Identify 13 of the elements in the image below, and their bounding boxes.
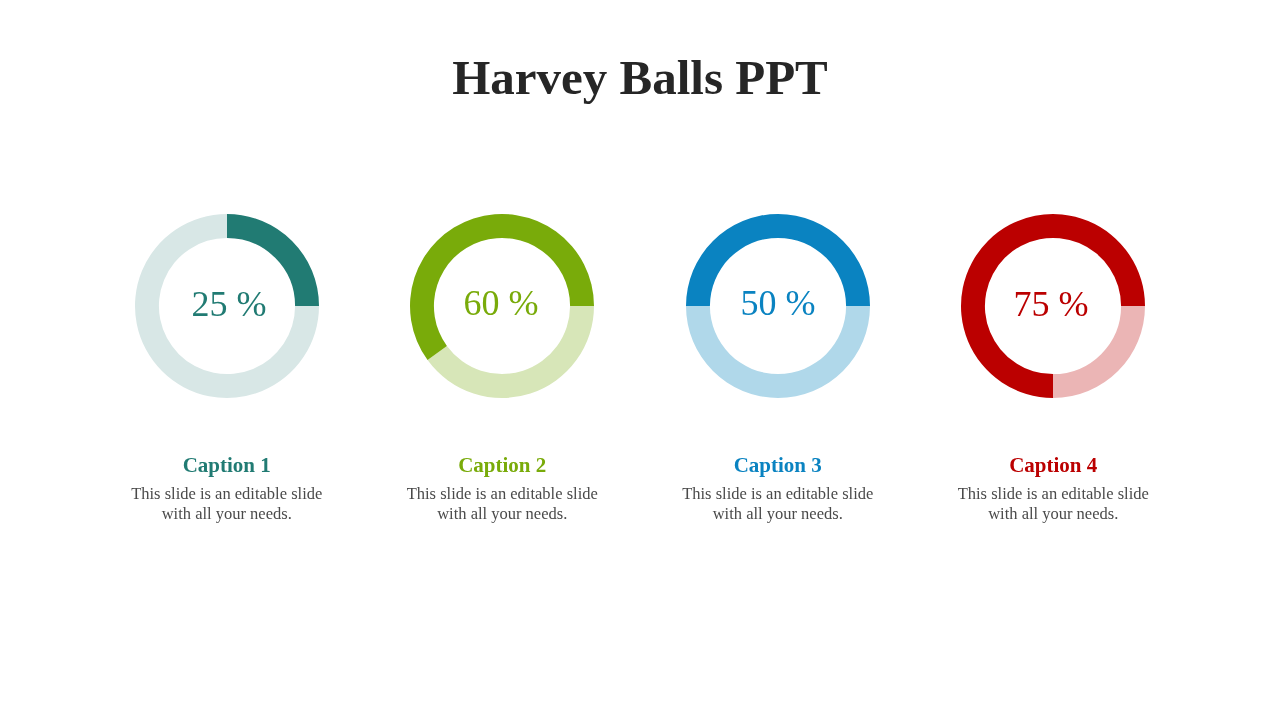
text: This slide is an editable slide with all your needs.: [681, 484, 875, 523]
data-label: 50 %: [740, 283, 816, 323]
text: Caption 2: [457, 453, 548, 477]
text: Caption 4: [1008, 453, 1099, 477]
text: This slide is an editable slide with all your needs.: [956, 484, 1150, 523]
text: Caption 3: [732, 453, 823, 477]
data-label: 75 %: [1013, 283, 1089, 324]
text: This slide is an editable slide with all your needs.: [405, 484, 599, 523]
data-label: 60 %: [463, 283, 539, 324]
text: Harvey Balls PPT: [451, 49, 829, 107]
data-label: 25 %: [191, 283, 267, 324]
text: Caption 1: [181, 453, 272, 477]
text: This slide is an editable slide with all your needs.: [130, 484, 324, 523]
